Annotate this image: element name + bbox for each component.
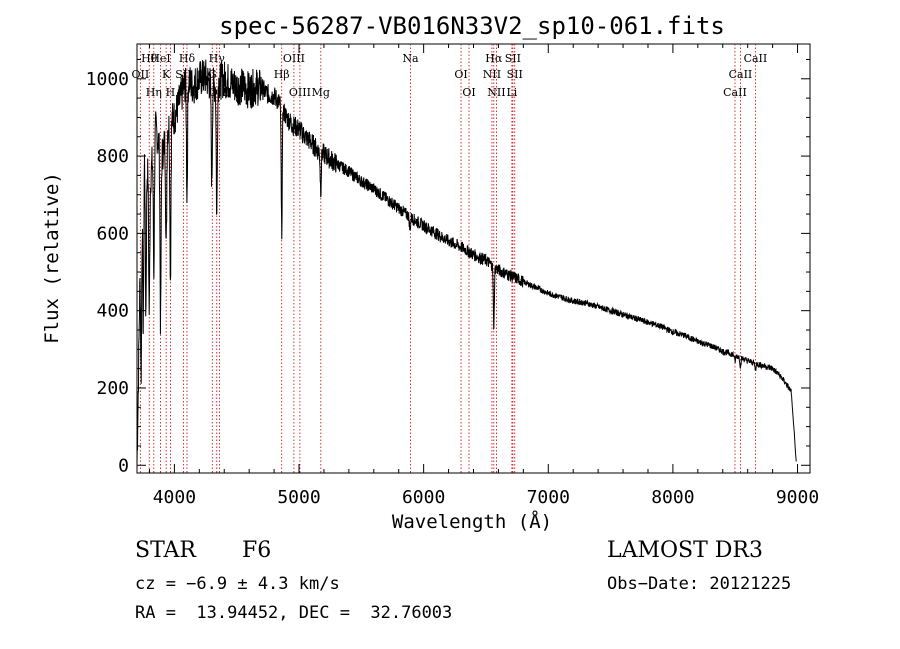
coordinates: RA = 13.94452, DEC = 32.76003 (135, 603, 453, 623)
object-subclass: F6 (242, 538, 272, 563)
line-label-Hα: Hα (485, 52, 503, 65)
x-axis-label: Wavelength (Å) (392, 510, 552, 533)
line-label-H: H (166, 86, 176, 99)
plot-frame (136, 43, 811, 474)
line-label-Hη: Hη (146, 86, 162, 99)
line-label-Na: Na (402, 52, 419, 65)
line-label-OIII: OIII (283, 52, 305, 65)
line-label-SII: SII (507, 68, 523, 81)
flux-series-line (136, 59, 797, 466)
y-tick-label-600: 600 (96, 223, 129, 244)
line-markers (139, 44, 756, 473)
line-label-G: G (208, 68, 217, 81)
y-tick-label-400: 400 (96, 301, 129, 322)
y-tick-label-800: 800 (96, 146, 129, 167)
line-label-CaII: CaII (729, 68, 753, 81)
x-axis-ticks: 4000 5000 6000 7000 8000 9000 (148, 44, 819, 508)
chart-title: spec-56287-VB016N33V2_sp10-061.fits (219, 12, 725, 40)
object-class: STAR (135, 538, 196, 563)
x-tick-label-8000: 8000 (651, 487, 694, 508)
line-label-HeI: HeI (150, 52, 170, 65)
line-label-CaII: CaII (723, 86, 747, 99)
line-label-OI: OI (462, 86, 475, 99)
y-tick-label-200: 200 (96, 378, 129, 399)
line-label-K: K (162, 68, 171, 81)
survey-name: LAMOST DR3 (607, 538, 763, 563)
line-label-Hβ: Hβ (274, 68, 290, 81)
line-label-CaII: CaII (744, 52, 768, 65)
obs-date: Obs−Date: 20121225 (607, 574, 792, 594)
line-label-SII: SII (505, 52, 521, 65)
x-tick-label-4000: 4000 (153, 487, 196, 508)
line-label-Li: Li (506, 86, 517, 99)
line-label-Mg: Mg (312, 86, 330, 99)
line-label-NII: NII (487, 86, 505, 99)
y-axis-label: Flux (relative) (41, 172, 63, 344)
y-tick-label-0: 0 (118, 455, 129, 476)
line-label-Hγ: Hγ (209, 52, 226, 65)
x-tick-label-6000: 6000 (402, 487, 445, 508)
line-label-OI: OI (454, 68, 467, 81)
line-label-Hδ: Hδ (179, 52, 196, 65)
line-label-Hθ: Hθ (141, 52, 158, 65)
x-tick-label-9000: 9000 (776, 487, 819, 508)
x-tick-label-5000: 5000 (277, 487, 320, 508)
line-label-NII: NII (483, 68, 501, 81)
line-label-OII: OII (132, 68, 150, 81)
y-axis-ticks: 0 200 400 600 800 1000 (86, 58, 810, 476)
line-label-OIII: OIII (289, 86, 311, 99)
redshift-cz: cz = −6.9 ± 4.3 km/s (135, 574, 340, 594)
x-tick-label-7000: 7000 (527, 487, 570, 508)
line-marker-labels: HθOIIHηHeIKHHδSIIOIIIHγGOIIIOIIIHβMgNaOI… (132, 52, 768, 99)
line-label-SII: SII (175, 68, 191, 81)
y-tick-label-1000: 1000 (86, 69, 129, 90)
